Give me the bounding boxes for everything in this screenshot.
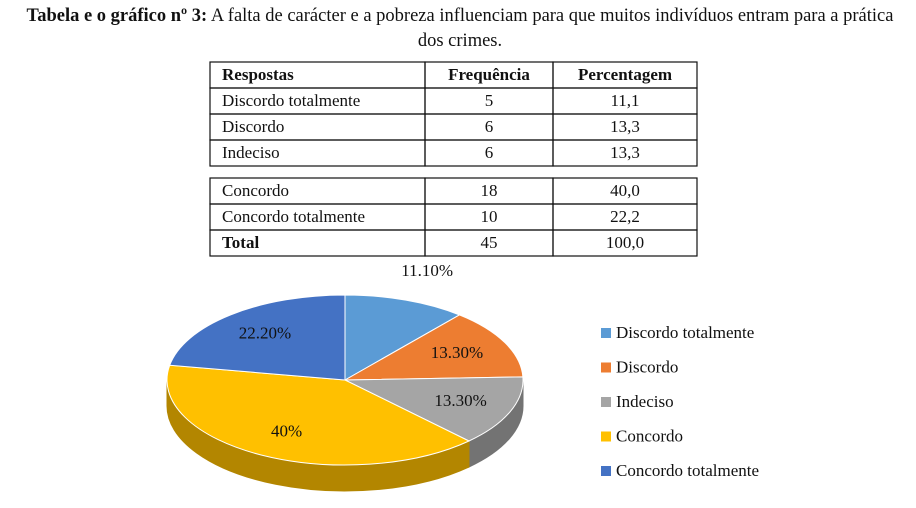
table-text: Concordo [222, 181, 289, 200]
title-text: A falta de carácter e a pobreza influenc… [210, 6, 894, 51]
title: Tabela e o gráfico nº 3: A falta de cará… [20, 4, 900, 54]
pie-slice [166, 364, 471, 466]
table-text: Discordo totalmente [222, 91, 360, 110]
table-text: 13,3 [610, 117, 640, 136]
data-label: 40% [271, 421, 302, 440]
data-label: 13.30% [434, 391, 486, 410]
table-text: 18 [481, 181, 498, 200]
table-text: 11,1 [610, 91, 639, 110]
table-text: 5 [485, 91, 494, 110]
table-text: 22,2 [610, 207, 640, 226]
table-text: Frequência [448, 65, 530, 84]
pie-slice [344, 376, 524, 442]
table-text: Respostas [222, 65, 294, 84]
table-text: Discordo [222, 117, 284, 136]
table-text: 6 [485, 143, 494, 162]
legend-swatch [601, 328, 611, 338]
table-cell [552, 139, 698, 167]
legend-label: Discordo totalmente [616, 323, 754, 342]
table-cell [552, 229, 698, 257]
data-label: 13.30% [431, 343, 483, 362]
table-text: Indeciso [222, 143, 280, 162]
title-label: Tabela e o gráfico nº 3: [26, 6, 208, 26]
legend-swatch [601, 397, 611, 407]
table-text: 40,0 [610, 181, 640, 200]
legend-label: Concordo totalmente [616, 461, 759, 480]
data-label: 22.20% [239, 323, 291, 342]
pie-slice [344, 314, 524, 381]
legend-label: Indeciso [616, 392, 674, 411]
table-text: 45 [481, 233, 498, 252]
table-text: Total [222, 233, 259, 252]
table-text: 6 [485, 117, 494, 136]
legend-label: Discordo [616, 357, 678, 376]
legend-swatch [601, 431, 611, 442]
pie-slice [344, 294, 461, 381]
table-text: 100,0 [606, 233, 644, 252]
table-text: 13,3 [610, 143, 640, 162]
legend-swatch [601, 466, 611, 476]
legend-label: Concordo [616, 426, 683, 445]
table-text: Concordo totalmente [222, 207, 365, 226]
pie-slice [169, 294, 346, 381]
legend-swatch [601, 362, 611, 373]
data-label: 11.10% [401, 261, 453, 280]
table-text: Percentagem [578, 65, 672, 84]
table-text: 10 [481, 207, 498, 226]
